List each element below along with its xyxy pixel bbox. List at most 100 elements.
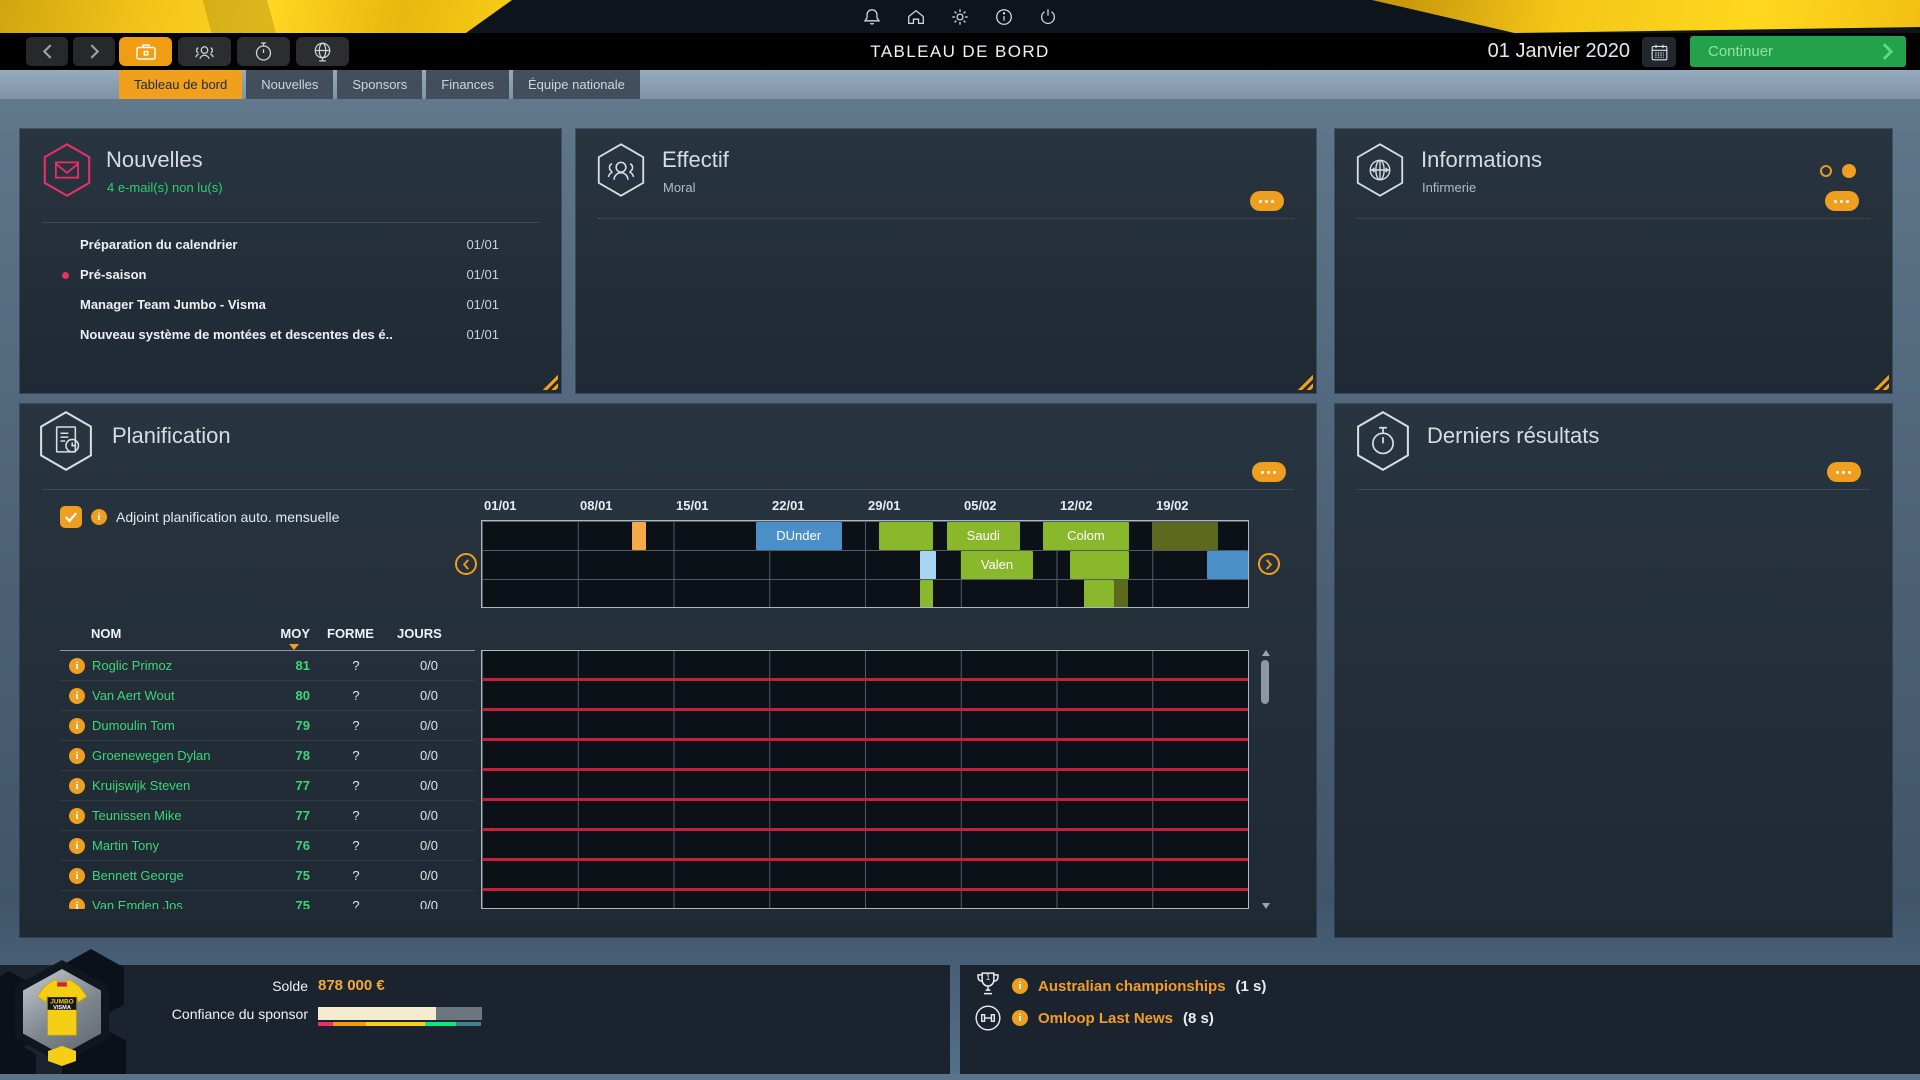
info-badge-icon[interactable]: [91, 509, 107, 525]
page-dot-outline[interactable]: [1820, 165, 1832, 177]
subtab[interactable]: Finances: [426, 70, 510, 99]
rider-row[interactable]: Teunissen Mike 77 ? 0/0: [60, 801, 475, 831]
rider-forme: ?: [352, 898, 360, 909]
divider: [1357, 218, 1870, 219]
news-item[interactable]: 1 Australian championships (1 s): [974, 972, 1266, 1000]
module-globe-icon[interactable]: [296, 37, 349, 66]
timeline-date: 22/01: [772, 498, 805, 513]
team-jersey-badge[interactable]: JUMBO VISMA: [15, 960, 109, 1066]
bell-icon[interactable]: [861, 6, 883, 28]
email-row[interactable]: Nouveau système de montées et descentes …: [20, 320, 561, 350]
sponsor-confidence-bar: [318, 1007, 482, 1020]
race-event[interactable]: [1070, 551, 1129, 579]
rider-row[interactable]: Kruijswijk Steven 77 ? 0/0: [60, 771, 475, 801]
race-label: Colom: [1067, 528, 1105, 543]
header-nom[interactable]: NOM: [91, 626, 122, 641]
home-icon[interactable]: [905, 6, 927, 28]
race-event[interactable]: [1113, 580, 1128, 607]
race-event[interactable]: Colom: [1042, 522, 1129, 550]
divider: [42, 222, 539, 223]
rider-row[interactable]: Dumoulin Tom 79 ? 0/0: [60, 711, 475, 741]
rider-info-icon[interactable]: [69, 718, 85, 734]
race-event[interactable]: [1083, 580, 1114, 607]
rider-info-icon[interactable]: [69, 868, 85, 884]
module-riders-icon[interactable]: [178, 37, 231, 66]
subtab[interactable]: Équipe nationale: [513, 70, 640, 99]
page-dot-filled[interactable]: [1842, 164, 1856, 178]
race-event[interactable]: [1206, 551, 1248, 579]
rider-row[interactable]: Martin Tony 76 ? 0/0: [60, 831, 475, 861]
bottom-edge-strip: [0, 1074, 1920, 1080]
calendar-icon[interactable]: [1642, 37, 1676, 67]
rider-name: Groenewegen Dylan: [92, 748, 211, 763]
rider-forme: ?: [352, 778, 360, 793]
header-moy[interactable]: MOY: [280, 626, 310, 641]
rider-row[interactable]: Bennett George 75 ? 0/0: [60, 861, 475, 891]
timeline-next-button[interactable]: [1258, 553, 1280, 575]
resize-handle[interactable]: [542, 374, 558, 390]
race-event[interactable]: [1152, 522, 1218, 550]
rider-info-icon[interactable]: [69, 658, 85, 674]
rider-info-icon[interactable]: [69, 808, 85, 824]
rider-info-icon[interactable]: [69, 838, 85, 854]
strip-segment: [366, 1022, 425, 1026]
race-event[interactable]: Saudi: [947, 522, 1020, 550]
news-suffix: (1 s): [1235, 977, 1267, 995]
power-icon[interactable]: [1037, 6, 1059, 28]
rider-info-icon[interactable]: [69, 778, 85, 794]
subtab[interactable]: Nouvelles: [246, 70, 334, 99]
more-button[interactable]: [1825, 191, 1859, 211]
back-button[interactable]: [26, 37, 68, 66]
auto-planning-checkbox[interactable]: [60, 506, 82, 528]
rider-forme: ?: [352, 748, 360, 763]
more-button[interactable]: [1827, 462, 1861, 482]
race-event[interactable]: [878, 522, 934, 550]
continue-button[interactable]: Continuer: [1690, 36, 1906, 67]
timeline-prev-button[interactable]: [455, 553, 477, 575]
more-button[interactable]: [1252, 462, 1286, 482]
subtab[interactable]: Sponsors: [337, 70, 423, 99]
news-item[interactable]: Omloop Last News (8 s): [974, 1004, 1214, 1032]
forward-button[interactable]: [73, 37, 115, 66]
subtab[interactable]: Tableau de bord: [119, 70, 243, 99]
panel-effectif: Effectif Moral: [576, 129, 1316, 393]
resize-handle[interactable]: [1873, 374, 1889, 390]
email-row[interactable]: Pré-saison 01/01: [20, 260, 561, 290]
roster-table-header: NOM MOY FORME JOURS: [60, 626, 475, 652]
rider-moy: 75: [295, 868, 310, 883]
news-label: Australian championships: [1038, 977, 1226, 995]
module-dashboard-briefcase-icon[interactable]: [119, 37, 172, 66]
race-event[interactable]: DUnder: [755, 522, 842, 550]
rider-info-icon[interactable]: [69, 898, 85, 909]
race-label: Saudi: [966, 528, 1000, 543]
race-event[interactable]: Valen: [960, 551, 1034, 579]
module-stopwatch-icon[interactable]: [237, 37, 290, 66]
race-event[interactable]: [919, 551, 937, 579]
more-button[interactable]: [1250, 191, 1284, 211]
race-label: [1152, 522, 1218, 550]
rider-row[interactable]: Van Emden Jos 75 ? 0/0: [60, 891, 475, 909]
rider-info-icon[interactable]: [69, 688, 85, 704]
rider-row[interactable]: Van Aert Wout 80 ? 0/0: [60, 681, 475, 711]
svg-text:JUMBO: JUMBO: [50, 998, 73, 1005]
scrollbar-thumb[interactable]: [1261, 660, 1269, 704]
header-forme[interactable]: FORME: [327, 626, 374, 641]
email-title: Préparation du calendrier: [80, 237, 238, 252]
info-icon[interactable]: [993, 6, 1015, 28]
timeline-grid: DUnder Saudi Colom Valen: [481, 520, 1249, 608]
rider-row[interactable]: Groenewegen Dylan 78 ? 0/0: [60, 741, 475, 771]
race-event[interactable]: [919, 580, 934, 607]
scroll-up-arrow[interactable]: [1262, 650, 1270, 656]
email-row[interactable]: Manager Team Jumbo - Visma 01/01: [20, 290, 561, 320]
header-jours[interactable]: JOURS: [397, 626, 442, 641]
info-globe-hexagon-icon: [1355, 137, 1405, 203]
rider-info-icon[interactable]: [69, 748, 85, 764]
scroll-down-arrow[interactable]: [1262, 903, 1270, 909]
race-event[interactable]: [632, 522, 647, 550]
panel-title: Planification: [112, 423, 231, 448]
gear-icon[interactable]: [949, 6, 971, 28]
email-row[interactable]: Préparation du calendrier 01/01: [20, 230, 561, 260]
rider-row[interactable]: Roglic Primoz 81 ? 0/0: [60, 651, 475, 681]
rider-jours: 0/0: [419, 778, 439, 793]
resize-handle[interactable]: [1297, 374, 1313, 390]
